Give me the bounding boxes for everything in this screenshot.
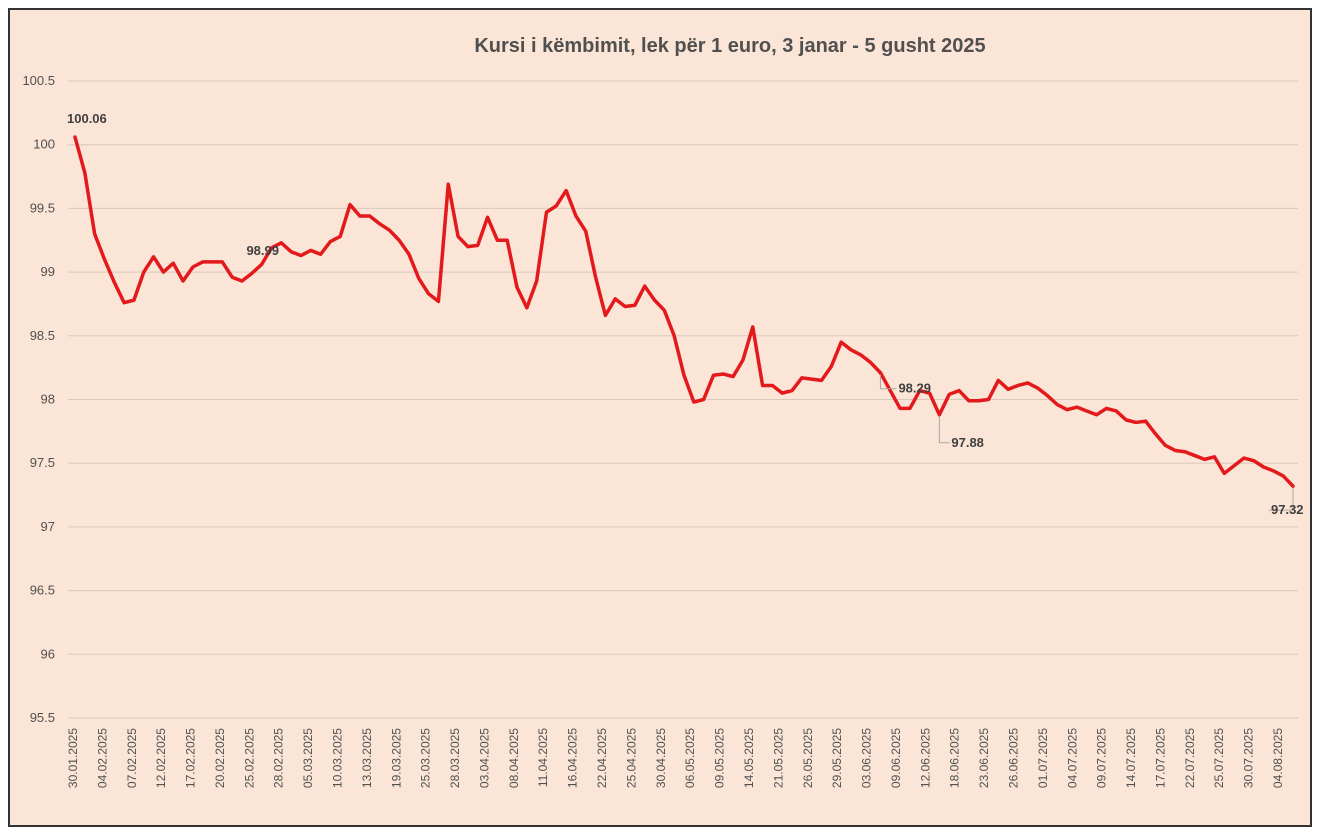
data-label: 97.32: [1271, 502, 1304, 517]
x-tick-label: 13.03.2025: [360, 728, 374, 788]
x-tick-label: 30.01.2025: [66, 728, 80, 788]
x-tick-label: 09.07.2025: [1095, 728, 1109, 788]
x-tick-label: 09.05.2025: [713, 728, 727, 788]
x-tick-label: 29.05.2025: [830, 728, 844, 788]
x-tick-label: 26.05.2025: [801, 728, 815, 788]
x-tick-label: 03.06.2025: [860, 728, 874, 788]
x-tick-label: 22.04.2025: [595, 728, 609, 788]
x-tick-label: 11.04.2025: [536, 728, 550, 787]
x-tick-label: 04.07.2025: [1065, 728, 1079, 788]
x-tick-label: 14.07.2025: [1124, 728, 1138, 788]
y-tick-label: 96.5: [30, 583, 55, 598]
data-label: 100.06: [67, 111, 107, 126]
data-label: 98.99: [246, 243, 279, 258]
y-tick-label: 98.5: [30, 328, 55, 343]
x-tick-label: 06.05.2025: [683, 728, 697, 788]
data-label: 98.29: [898, 381, 931, 396]
x-tick-label: 04.02.2025: [95, 728, 109, 788]
x-axis-ticks: 30.01.2025 04.02.2025 07.02.2025 12.02.2025…: [66, 728, 1285, 788]
x-tick-label: 25.07.2025: [1212, 728, 1226, 788]
x-tick-label: 19.03.2025: [389, 728, 403, 788]
x-tick-label: 25.04.2025: [624, 728, 638, 788]
x-tick-label: 14.05.2025: [742, 728, 756, 788]
y-tick-label: 99.5: [30, 200, 55, 215]
x-tick-label: 26.06.2025: [1006, 728, 1020, 788]
y-tick-label: 95.5: [30, 710, 55, 725]
x-tick-label: 28.02.2025: [272, 728, 286, 788]
y-tick-label: 97.5: [30, 455, 55, 470]
data-labels: 100.06 98.99 98.29 97.88 97.32: [67, 111, 1304, 517]
x-tick-label: 04.08.2025: [1271, 728, 1285, 788]
data-label-leader: [1269, 488, 1294, 511]
y-tick-label: 99: [41, 264, 55, 279]
series-line: [73, 135, 1295, 488]
x-tick-label: 17.07.2025: [1153, 728, 1167, 788]
x-tick-label: 03.04.2025: [477, 728, 491, 788]
x-tick-label: 23.06.2025: [977, 728, 991, 788]
y-tick-label: 100: [33, 137, 55, 152]
x-tick-label: 16.04.2025: [566, 728, 580, 788]
y-tick-label: 96: [41, 646, 55, 661]
x-tick-label: 10.03.2025: [331, 728, 345, 788]
x-tick-label: 30.07.2025: [1242, 728, 1256, 788]
x-tick-label: 18.06.2025: [948, 728, 962, 788]
x-tick-label: 08.04.2025: [507, 728, 521, 788]
grid-lines: [68, 80, 1298, 719]
data-label: 97.88: [951, 435, 984, 450]
x-tick-label: 07.02.2025: [125, 728, 139, 788]
data-label-leader: [938, 416, 950, 444]
x-tick-label: 25.03.2025: [419, 728, 433, 788]
x-tick-label: 20.02.2025: [213, 728, 227, 788]
y-tick-label: 100.5: [22, 73, 55, 88]
x-tick-label: 05.03.2025: [301, 728, 315, 788]
y-axis-ticks: 95.5 96 96.5 97 97.5 98 98.5 99 99.5 100 100.5: [22, 73, 55, 725]
x-tick-label: 17.02.2025: [184, 728, 198, 788]
y-tick-label: 98: [41, 392, 55, 407]
x-tick-label: 09.06.2025: [889, 728, 903, 788]
x-tick-label: 12.06.2025: [918, 728, 932, 788]
x-tick-label: 01.07.2025: [1036, 728, 1050, 788]
x-tick-label: 12.02.2025: [154, 728, 168, 788]
x-tick-label: 28.03.2025: [448, 728, 462, 788]
y-tick-label: 97: [41, 519, 55, 534]
chart-title: Kursi i këmbimit, lek për 1 euro, 3 jana…: [474, 35, 985, 57]
x-tick-label: 22.07.2025: [1183, 728, 1197, 788]
x-tick-label: 25.02.2025: [242, 728, 256, 788]
data-label-leader: [879, 374, 897, 390]
series-line-group: [73, 135, 1295, 488]
x-tick-label: 30.04.2025: [654, 728, 668, 788]
x-tick-label: 21.05.2025: [771, 728, 785, 788]
